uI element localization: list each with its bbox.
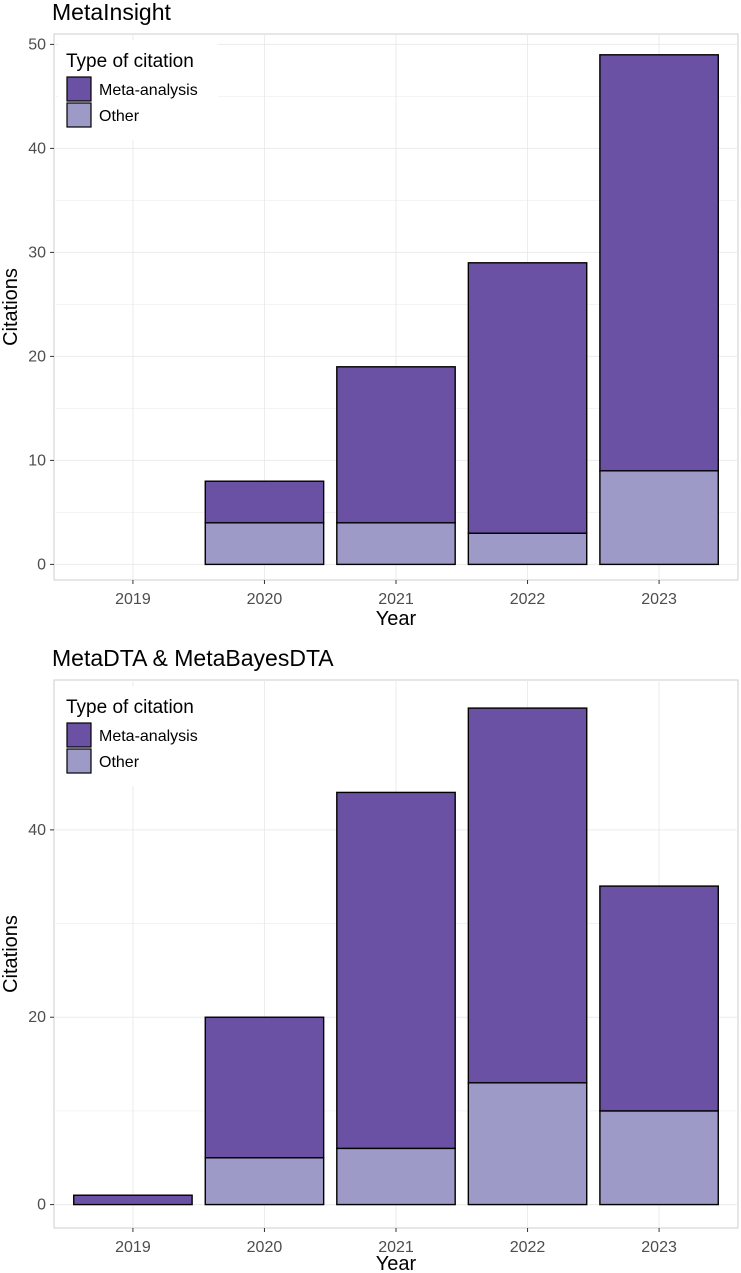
bar-other-2021 [336,522,456,566]
y-tick-label: 40 [28,822,46,839]
y-tick-label: 40 [28,140,46,157]
legend-label: Meta-analysis [99,82,198,99]
chart-panel-1: 0 20 40 2019 2020 2021 2022 2023 MetaDTA & MetaB… [0,645,739,1273]
x-axis-title: Year [376,1253,417,1273]
chart-title: MetaDTA & MetaBayesDTA [52,645,334,671]
y-tick-label: 30 [28,244,46,261]
bar-other-2021 [336,1147,456,1206]
y-tick-label: 50 [28,36,46,53]
x-axis-title: Year [376,608,417,630]
bar-meta-analysis-2023 [599,54,719,472]
legend-swatch [66,76,92,102]
bar-meta-analysis-2020 [204,480,325,524]
bar-other-2020 [204,1157,325,1206]
bar-meta-analysis-2022 [467,262,588,534]
bar-meta-analysis-2019 [73,1194,193,1206]
legend-label: Other [99,754,140,771]
x-tick-label: 2021 [378,591,414,608]
bar-other-2022 [467,532,588,566]
bar-other-2023 [599,470,719,566]
bar-other-2023 [599,1110,719,1206]
bar-meta-analysis-2021 [336,366,456,524]
legend-title: Type of citation [66,51,194,72]
legend-label: Meta-analysis [99,728,198,745]
x-tick-label: 2021 [378,1239,414,1256]
chart-panel-0: 0 10 20 30 40 50 2019 2020 2021 2022 2023 MetaInsig… [0,0,739,630]
y-tick-label: 20 [28,1009,46,1026]
bar-other-2022 [467,1082,588,1206]
bar-meta-analysis-2022 [467,707,588,1084]
legend-swatch [66,748,92,774]
legend-swatch [66,102,92,128]
x-tick-label: 2023 [641,591,677,608]
legend-label: Other [99,108,140,125]
chart-title: MetaInsight [52,0,172,25]
x-tick-label: 2022 [510,1239,546,1256]
bar-other-2020 [204,522,325,566]
x-tick-label: 2023 [641,1239,677,1256]
y-tick-label: 0 [37,1197,46,1214]
x-tick-label: 2019 [115,1239,151,1256]
x-tick-label: 2019 [115,591,151,608]
legend: Type of citation Meta-analysis Other [58,686,218,786]
x-tick-label: 2020 [247,591,283,608]
bar-meta-analysis-2023 [599,885,719,1112]
y-tick-label: 10 [28,452,46,469]
legend-title: Type of citation [66,697,194,718]
y-axis-title: Citations [0,915,22,993]
legend: Type of citation Meta-analysis Other [58,40,218,140]
x-tick-label: 2022 [510,591,546,608]
legend-swatch [66,722,92,748]
y-axis-title: Citations [0,268,22,346]
bar-meta-analysis-2020 [204,1016,325,1159]
y-tick-label: 0 [37,556,46,573]
y-tick-label: 20 [28,348,46,365]
bar-meta-analysis-2021 [336,791,456,1150]
x-tick-label: 2020 [247,1239,283,1256]
